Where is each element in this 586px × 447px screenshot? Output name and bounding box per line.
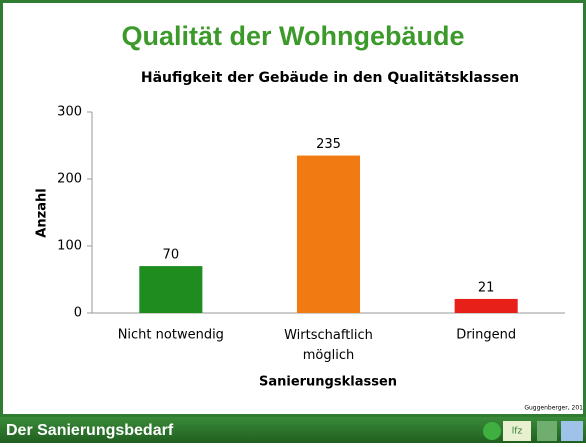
footer-title: Der Sanierungsbedarf [6,422,174,439]
logo-text: lfz [512,427,523,437]
logo-icon [537,421,557,441]
y-tick-label: 300 [57,105,82,120]
logo-icon [561,421,583,441]
value-label: 21 [478,280,495,295]
value-label: 70 [163,248,180,263]
x-axis-label: Sanierungsklassen [259,375,397,390]
y-tick-label: 200 [57,172,82,187]
x-tick-label: Nicht notwendig [118,328,224,343]
source: Guggenberger, 201 [524,405,583,412]
bar [139,266,203,313]
slide-border [0,0,586,417]
y-tick-label: 0 [74,306,82,321]
y-axis-label: Anzahl [35,188,50,237]
bar [296,155,361,313]
chart-title: Häufigkeit der Gebäude in den Qualitätsk… [141,70,519,86]
bar [454,298,518,313]
slide-title: Qualität der Wohngebäude [121,21,464,51]
value-label: 235 [316,137,341,152]
y-tick-label: 100 [57,239,82,254]
x-tick-label: Dringend [456,328,516,343]
logo-globe [483,422,501,440]
logo-box [503,421,531,441]
x-tick-label: Wirtschaftlich möglich [284,328,373,363]
